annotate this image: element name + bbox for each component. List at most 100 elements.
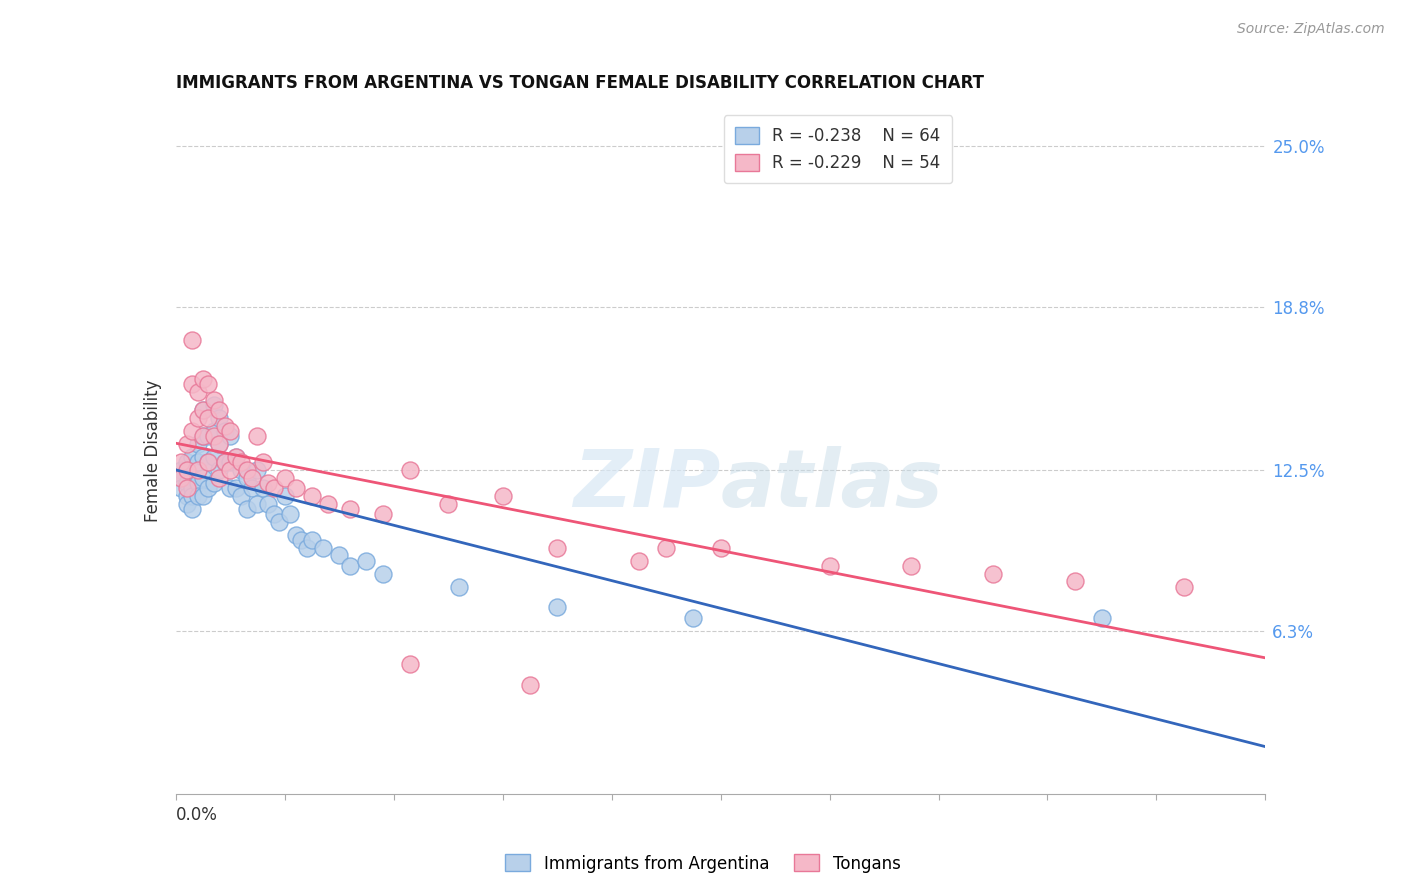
Point (170, 481, 193, 495)
Point (339, 558, 361, 573)
Point (191, 489, 214, 503)
Point (191, 450, 214, 464)
Point (186, 475, 209, 490)
Point (214, 455, 236, 469)
Point (181, 489, 204, 503)
Point (519, 678, 541, 692)
Point (356, 553, 378, 567)
Point (981, 566, 1004, 581)
Point (710, 541, 733, 555)
Point (225, 450, 247, 464)
Point (235, 463, 257, 477)
Point (181, 334, 204, 348)
Point (191, 429, 214, 443)
Point (263, 481, 285, 495)
Point (312, 541, 335, 555)
Point (290, 533, 312, 547)
Point (269, 515, 291, 529)
Point (437, 497, 460, 511)
Point (252, 481, 274, 495)
Point (176, 475, 198, 490)
Point (225, 481, 247, 495)
Point (208, 411, 231, 425)
Text: Source: ZipAtlas.com: Source: ZipAtlas.com (1237, 22, 1385, 37)
Text: 0.0%: 0.0% (176, 806, 218, 824)
Point (274, 489, 297, 503)
Point (231, 489, 253, 503)
Point (339, 501, 361, 516)
Point (246, 429, 269, 443)
Point (399, 463, 422, 477)
Point (235, 501, 257, 516)
Point (197, 411, 219, 425)
Point (318, 497, 340, 511)
Point (186, 463, 209, 477)
Point (176, 437, 198, 451)
Point (191, 403, 214, 417)
Point (492, 489, 515, 503)
Point (214, 455, 236, 469)
Point (197, 429, 219, 443)
Y-axis label: Female Disability: Female Disability (143, 379, 162, 522)
Point (202, 450, 225, 464)
Point (197, 481, 219, 495)
Point (219, 455, 242, 469)
Point (208, 403, 231, 417)
Point (447, 580, 470, 594)
Point (246, 463, 269, 477)
Point (546, 600, 568, 615)
Point (170, 463, 193, 477)
Point (546, 541, 568, 555)
Point (170, 471, 193, 485)
Point (284, 481, 307, 495)
Point (240, 471, 263, 485)
Point (301, 489, 323, 503)
Point (191, 403, 214, 417)
Text: IMMIGRANTS FROM ARGENTINA VS TONGAN FEMALE DISABILITY CORRELATION CHART: IMMIGRANTS FROM ARGENTINA VS TONGAN FEMA… (176, 74, 984, 92)
Point (682, 610, 704, 624)
Point (186, 411, 209, 425)
Point (278, 507, 301, 521)
Legend: R = -0.238    N = 64, R = -0.229    N = 54: R = -0.238 N = 64, R = -0.229 N = 54 (724, 115, 952, 184)
Point (181, 377, 204, 392)
Point (186, 455, 209, 469)
Legend: Immigrants from Argentina, Tongans: Immigrants from Argentina, Tongans (499, 847, 907, 880)
Point (219, 481, 242, 495)
Point (240, 481, 263, 495)
Point (176, 489, 198, 503)
Point (1091, 610, 1114, 624)
Point (219, 429, 242, 443)
Point (176, 463, 198, 477)
Point (252, 455, 274, 469)
Point (257, 497, 280, 511)
Text: ZIP: ZIP (574, 446, 721, 524)
Point (1173, 580, 1195, 594)
Point (197, 455, 219, 469)
Point (214, 418, 236, 433)
Point (235, 471, 257, 485)
Point (399, 657, 422, 672)
Point (176, 455, 198, 469)
Point (627, 553, 650, 567)
Point (186, 437, 209, 451)
Point (328, 549, 350, 563)
Point (219, 424, 242, 438)
Point (170, 471, 193, 485)
Point (202, 398, 225, 412)
Point (181, 471, 204, 485)
Point (225, 450, 247, 464)
Point (181, 424, 204, 438)
Point (197, 377, 219, 392)
Point (371, 507, 394, 521)
Point (202, 475, 225, 490)
Point (181, 450, 204, 464)
Point (219, 463, 242, 477)
Point (818, 558, 841, 573)
Point (214, 424, 236, 438)
Point (295, 541, 318, 555)
Point (371, 566, 394, 581)
Point (263, 507, 285, 521)
Point (900, 558, 922, 573)
Point (191, 471, 214, 485)
Point (186, 489, 209, 503)
